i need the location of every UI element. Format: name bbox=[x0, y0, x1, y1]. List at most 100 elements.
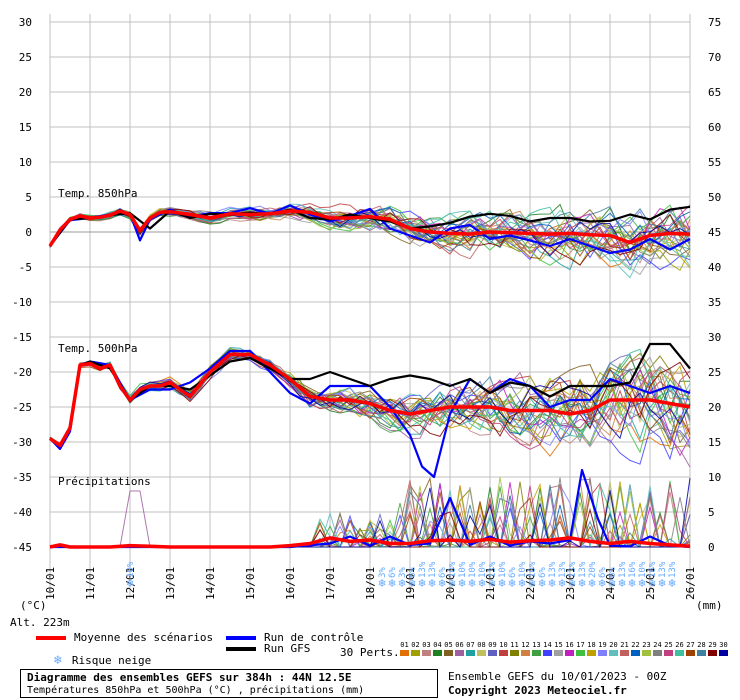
perturbation-number: 29 bbox=[708, 641, 717, 649]
mean-line-precip bbox=[49, 536, 691, 549]
perturbation-swatch bbox=[433, 650, 442, 656]
y-tick-right: 15 bbox=[708, 436, 721, 449]
snowflake-icon: ❄ bbox=[608, 576, 615, 590]
left-unit-label: (°C) bbox=[20, 599, 47, 612]
perturbation-item: 18 bbox=[586, 641, 597, 656]
perturbation-number: 25 bbox=[664, 641, 673, 649]
legend-gfs-label: Run GFS bbox=[264, 642, 311, 655]
legend-control: Run de contrôle bbox=[226, 631, 363, 644]
perturbation-swatch bbox=[598, 650, 607, 656]
perturbation-item: 09 bbox=[487, 641, 498, 656]
snowflake-icon: ❄ bbox=[578, 576, 585, 590]
perturbation-swatch bbox=[686, 650, 695, 656]
snow-risk-percent: 10% bbox=[126, 561, 136, 578]
snowflake-icon: ❄ bbox=[628, 576, 635, 590]
snowflake-icon: ❄ bbox=[126, 576, 133, 590]
x-tick-date: 24/01 bbox=[604, 567, 617, 600]
perturbation-swatch bbox=[510, 650, 519, 656]
perturbation-item: 05 bbox=[443, 641, 454, 656]
perturbation-item: 22 bbox=[630, 641, 641, 656]
snow-risk-percent: 10% bbox=[468, 561, 478, 578]
snowflake-icon: ❄ bbox=[418, 576, 425, 590]
perturbation-item: 30 bbox=[718, 641, 729, 656]
y-tick-left: -20 bbox=[12, 366, 32, 379]
perturbation-number: 03 bbox=[422, 641, 431, 649]
perturbation-swatch bbox=[477, 650, 486, 656]
perturbation-swatch bbox=[400, 650, 409, 656]
snow-risk-percent: 3% bbox=[398, 567, 408, 578]
snowflake-icon: ❄ bbox=[388, 576, 395, 590]
perturbation-item: 01 bbox=[399, 641, 410, 656]
perturbation-item: 29 bbox=[707, 641, 718, 656]
legend-perts-label: 30 Perts. bbox=[340, 646, 400, 659]
perturbation-item: 04 bbox=[432, 641, 443, 656]
snowflake-icon: ❄ bbox=[54, 653, 62, 668]
snowflake-icon: ❄ bbox=[428, 576, 435, 590]
x-tick-date: 10/01 bbox=[44, 567, 57, 600]
x-tick-date: 11/01 bbox=[84, 567, 97, 600]
snow-risk-percent: 10% bbox=[478, 561, 488, 578]
perturbation-swatch bbox=[521, 650, 530, 656]
x-tick-date: 17/01 bbox=[324, 567, 337, 600]
perturbation-item: 06 bbox=[454, 641, 465, 656]
perturbation-swatch bbox=[675, 650, 684, 656]
snowflake-icon: ❄ bbox=[468, 576, 475, 590]
x-tick-date: 19/01 bbox=[404, 567, 417, 600]
snowflake-icon: ❄ bbox=[528, 576, 535, 590]
snow-risk-percent: 13% bbox=[568, 561, 578, 578]
y-tick-right: 75 bbox=[708, 16, 721, 29]
perturbation-number: 15 bbox=[554, 641, 563, 649]
y-tick-left: -45 bbox=[12, 541, 32, 554]
perturbation-number: 12 bbox=[521, 641, 530, 649]
perturbation-color-strip: 01 02 03 04 05 06 07 08 09 10 11 12 13 14 15 16 17 18 19 20… bbox=[399, 641, 729, 656]
perturbation-number: 06 bbox=[455, 641, 464, 649]
perturbation-number: 20 bbox=[609, 641, 618, 649]
snowflake-icon: ❄ bbox=[488, 576, 495, 590]
panel-label-t500: Temp. 500hPa bbox=[58, 342, 137, 355]
perturbation-swatch bbox=[587, 650, 596, 656]
x-tick-date: 20/01 bbox=[444, 567, 457, 600]
snow-risk-percent: 10% bbox=[458, 561, 468, 578]
snowflake-icon: ❄ bbox=[588, 576, 595, 590]
snow-risk-percent: 6% bbox=[508, 567, 518, 578]
mean-line-t500 bbox=[48, 352, 691, 448]
copyright: Copyright 2023 Meteociel.fr bbox=[448, 684, 627, 697]
legend-gfs-swatch bbox=[226, 646, 256, 651]
snow-risk-percent: 13% bbox=[558, 561, 568, 578]
snow-risk-percent: 13% bbox=[428, 561, 438, 578]
perturbation-item: 27 bbox=[685, 641, 696, 656]
y-tick-left: -5 bbox=[19, 261, 32, 274]
perturbation-item: 13 bbox=[531, 641, 542, 656]
y-tick-right: 40 bbox=[708, 261, 721, 274]
perturbation-item: 20 bbox=[608, 641, 619, 656]
y-tick-right: 10 bbox=[708, 471, 721, 484]
perturbation-number: 08 bbox=[477, 641, 486, 649]
snow-risk-percent: 16% bbox=[648, 561, 658, 578]
panel-label-precip: Précipitations bbox=[58, 475, 151, 488]
perturbation-number: 04 bbox=[433, 641, 442, 649]
y-tick-left: -25 bbox=[12, 401, 32, 414]
snowflake-icon: ❄ bbox=[498, 576, 505, 590]
perturbation-number: 10 bbox=[499, 641, 508, 649]
snow-risk-percent: 10% bbox=[498, 561, 508, 578]
snow-risk-percent: 10% bbox=[638, 561, 648, 578]
snow-risk-percent: 6% bbox=[408, 567, 418, 578]
perturbation-number: 07 bbox=[466, 641, 475, 649]
perturbation-swatch bbox=[455, 650, 464, 656]
legend-perts: 30 Perts. bbox=[340, 646, 400, 659]
perturbation-item: 07 bbox=[465, 641, 476, 656]
x-tick-date: 15/01 bbox=[244, 567, 257, 600]
perturbation-number: 21 bbox=[620, 641, 629, 649]
legend-snow: ❄ Risque neige bbox=[54, 653, 151, 668]
legend-mean-swatch bbox=[36, 635, 66, 640]
perturbation-item: 26 bbox=[674, 641, 685, 656]
snowflake-icon: ❄ bbox=[668, 576, 675, 590]
snowflake-icon: ❄ bbox=[448, 576, 455, 590]
perturbation-number: 14 bbox=[543, 641, 552, 649]
snowflake-icon: ❄ bbox=[538, 576, 545, 590]
legend-mean: Moyenne des scénarios bbox=[36, 631, 213, 644]
y-tick-left: -40 bbox=[12, 506, 32, 519]
snowflake-icon: ❄ bbox=[458, 576, 465, 590]
perturbation-swatch bbox=[642, 650, 651, 656]
